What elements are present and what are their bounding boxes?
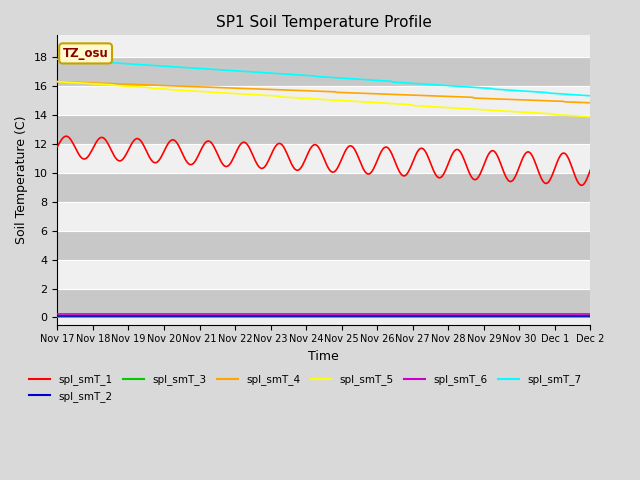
- Legend: spl_smT_1, spl_smT_2, spl_smT_3, spl_smT_4, spl_smT_5, spl_smT_6, spl_smT_7: spl_smT_1, spl_smT_2, spl_smT_3, spl_smT…: [26, 371, 586, 406]
- Bar: [58, 173, 590, 202]
- Bar: [58, 288, 590, 317]
- Text: TZ_osu: TZ_osu: [63, 47, 109, 60]
- Bar: [58, 57, 590, 86]
- Title: SP1 Soil Temperature Profile: SP1 Soil Temperature Profile: [216, 15, 432, 30]
- Y-axis label: Soil Temperature (C): Soil Temperature (C): [15, 116, 28, 244]
- Bar: [58, 231, 590, 260]
- X-axis label: Time: Time: [308, 350, 339, 363]
- Bar: [58, 115, 590, 144]
